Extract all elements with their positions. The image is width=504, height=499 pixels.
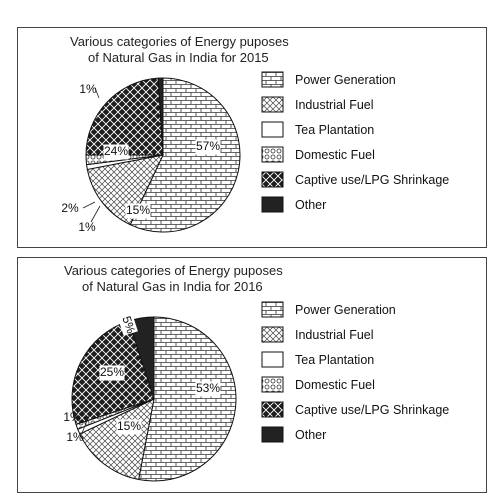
- legend-swatch-captive-use-lpg-shrinkage: [261, 401, 284, 418]
- pie-slice-industrial-fuel: [86, 154, 164, 226]
- leader-line-tea-plantation: [90, 205, 101, 223]
- slice-label-tea-plantation: 1%: [78, 220, 96, 234]
- legend-label-domestic-fuel: Domestic Fuel: [295, 148, 375, 162]
- chart-title-line-2: of Natural Gas in India for 2016: [82, 279, 263, 294]
- slice-label-bg: [195, 381, 221, 397]
- slice-label-domestic-fuel: 2%: [61, 201, 79, 215]
- leader-line-other: [94, 87, 100, 99]
- chart-title-line-1: Various categories of Energy puposes: [64, 263, 283, 278]
- pie-slice-power-generation: [138, 316, 237, 482]
- slice-label-other: 5%: [119, 314, 138, 335]
- legend-swatch-other: [261, 196, 284, 213]
- legend-swatch-tea-plantation: [261, 351, 284, 368]
- legend-swatch-domestic-fuel: [261, 146, 284, 163]
- chart-title-line-1: Various categories of Energy puposes: [70, 34, 289, 49]
- slice-label-other: 1%: [79, 82, 97, 96]
- slice-label-bg: [116, 419, 142, 435]
- legend-label-industrial-fuel: Industrial Fuel: [295, 98, 374, 112]
- legend-label-captive-use-lpg-shrinkage: Captive use/LPG Shrinkage: [295, 173, 449, 187]
- slice-label-industrial-fuel: 15%: [117, 419, 141, 433]
- legend-swatch-domestic-fuel: [261, 376, 284, 393]
- legend-swatch-other: [261, 426, 284, 443]
- slice-label-bg: [103, 144, 129, 160]
- legend-label-tea-plantation: Tea Plantation: [295, 123, 374, 137]
- chart-title-line-2: of Natural Gas in India for 2015: [88, 50, 269, 65]
- leader-line-tea-plantation: [78, 409, 89, 415]
- slice-label-bg: [118, 314, 138, 336]
- legend-label-power-generation: Power Generation: [295, 73, 396, 87]
- slice-label-tea-plantation: 1%: [63, 410, 81, 424]
- legend-swatch-captive-use-lpg-shrinkage: [261, 171, 284, 188]
- legend-label-other: Other: [295, 198, 326, 212]
- legend-swatch-power-generation: [261, 301, 284, 318]
- legend-swatch-tea-plantation: [261, 121, 284, 138]
- slice-label-captive-use-lpg-shrinkage: 25%: [100, 365, 124, 379]
- pie-slice-other: [157, 77, 164, 156]
- legend-label-captive-use-lpg-shrinkage: Captive use/LPG Shrinkage: [295, 403, 449, 417]
- slice-label-bg: [99, 365, 125, 381]
- slice-label-domestic-fuel: 1%: [66, 430, 84, 444]
- legend-swatch-industrial-fuel: [261, 326, 284, 343]
- legend-label-domestic-fuel: Domestic Fuel: [295, 378, 375, 392]
- pie-slice-industrial-fuel: [79, 398, 155, 481]
- leader-line-domestic-fuel: [81, 415, 90, 434]
- slice-label-bg: [125, 203, 151, 219]
- pie-slice-power-generation: [129, 77, 241, 233]
- chart-panel-2015: Various categories of Energy puposes of N…: [17, 27, 487, 248]
- leader-line-domestic-fuel: [82, 201, 96, 209]
- legend-label-tea-plantation: Tea Plantation: [295, 353, 374, 367]
- legend-label-industrial-fuel: Industrial Fuel: [295, 328, 374, 342]
- legend-label-other: Other: [295, 428, 326, 442]
- slice-label-power-generation: 53%: [196, 381, 220, 395]
- slice-label-captive-use-lpg-shrinkage: 24%: [104, 144, 128, 158]
- slice-label-industrial-fuel: 15%: [126, 203, 150, 217]
- slice-label-power-generation: 57%: [196, 139, 220, 153]
- chart-panel-2016: Various categories of Energy puposes of N…: [17, 257, 487, 493]
- pie-slice-captive-use-lpg-shrinkage: [85, 77, 164, 156]
- legend-label-power-generation: Power Generation: [295, 303, 396, 317]
- slice-label-bg: [195, 139, 221, 155]
- legend-swatch-power-generation: [261, 71, 284, 88]
- legend-swatch-industrial-fuel: [261, 96, 284, 113]
